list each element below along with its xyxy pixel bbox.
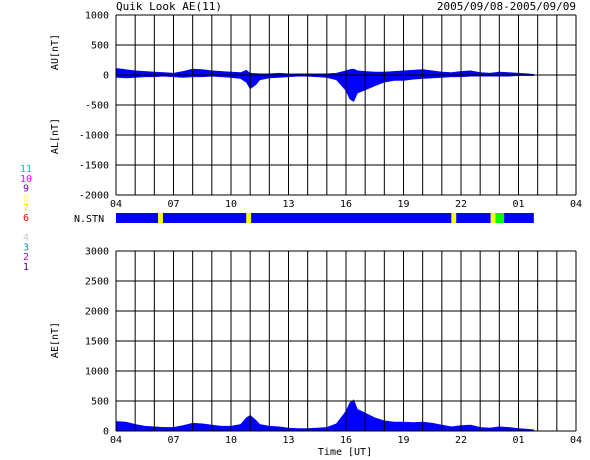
- legend-label-11: 11: [20, 164, 32, 175]
- y-tick-label: 1000: [85, 11, 109, 22]
- series-area-1: [115, 68, 535, 76]
- y-tick-label: 0: [103, 427, 109, 438]
- x-tick-label: 07: [167, 199, 179, 210]
- x-tick-label: 10: [225, 435, 237, 446]
- x-tick-label: 16: [340, 435, 352, 446]
- station-bar-segments: [116, 213, 534, 223]
- legend-label-1: 1: [23, 262, 29, 273]
- ae-series: [115, 399, 535, 432]
- al-axis-label: AL[nT]: [50, 118, 61, 154]
- x-tick-label: 04: [570, 199, 582, 210]
- legend-label-4: 4: [23, 233, 29, 244]
- x-tick-label: 19: [397, 199, 409, 210]
- y-tick-label: 0: [103, 71, 109, 82]
- x-tick-label: 07: [167, 435, 179, 446]
- station-segment: [456, 213, 491, 223]
- legend-label-6: 6: [23, 213, 29, 224]
- au-al-series: [115, 68, 535, 102]
- x-tick-label: 22: [455, 435, 467, 446]
- legend-label-5: 5: [23, 223, 29, 234]
- y-tick-label: -2000: [79, 191, 109, 202]
- station-segment: [495, 213, 505, 223]
- station-bar: N.STN: [74, 213, 534, 225]
- date-range: 2005/09/08-2005/09/09: [437, 0, 576, 13]
- figure-title: Quik Look AE(11): [116, 0, 222, 13]
- legend-label-9: 9: [23, 184, 29, 195]
- station-bar-label: N.STN: [74, 214, 104, 225]
- legend-label-7: 7: [23, 203, 29, 214]
- station-segment: [116, 213, 159, 223]
- station-segment: [162, 213, 247, 223]
- y-tick-label: 500: [91, 41, 109, 52]
- station-segment: [158, 213, 163, 223]
- legend-label-10: 10: [20, 174, 32, 185]
- x-tick-label: 04: [570, 435, 582, 446]
- au-al-x-ticks: 04 07 10 13 16 19 22 01 04: [110, 199, 582, 210]
- station-segment: [246, 213, 252, 223]
- y-tick-label: 1000: [85, 367, 109, 378]
- au-al-panel: 1000 500 0 -500 -1000 -1500 -2000 04 07 10 13 16 19…: [50, 11, 582, 211]
- y-tick-label: 3000: [85, 247, 109, 258]
- ae-axis-label: AE[nT]: [50, 322, 61, 358]
- x-tick-label: 13: [282, 199, 294, 210]
- au-al-grid: [115, 14, 577, 196]
- y-tick-label: -1500: [79, 161, 109, 172]
- x-tick-label: 22: [455, 199, 467, 210]
- station-segment: [251, 213, 452, 223]
- au-axis-label: AU[nT]: [50, 34, 61, 70]
- x-tick-label: 10: [225, 199, 237, 210]
- x-tick-label: 16: [340, 199, 352, 210]
- ae-grid: [115, 250, 577, 432]
- y-tick-label: 2000: [85, 307, 109, 318]
- legend-label-8: 8: [23, 193, 29, 204]
- series-area-1: [115, 399, 535, 432]
- series-area-2: [115, 74, 535, 102]
- legend-label-2: 2: [23, 252, 29, 263]
- au-al-y-ticks: 1000 500 0 -500 -1000 -1500 -2000: [79, 11, 109, 202]
- ae-x-ticks: 04 07 10 13 16 19 22 01 04: [110, 435, 582, 446]
- x-tick-label: 19: [397, 435, 409, 446]
- x-tick-label: 13: [282, 435, 294, 446]
- x-tick-label: 01: [512, 435, 524, 446]
- legend-label-3: 3: [23, 242, 29, 253]
- station-segment: [504, 213, 534, 223]
- station-segment: [490, 213, 496, 223]
- ae-y-ticks: 3000 2500 2000 1500 1000 500 0: [85, 247, 109, 438]
- station-segment: [451, 213, 457, 223]
- x-tick-label: 01: [512, 199, 524, 210]
- y-tick-label: 1500: [85, 337, 109, 348]
- y-tick-label: 2500: [85, 277, 109, 288]
- x-tick-label: 04: [110, 435, 122, 446]
- y-tick-label: -1000: [79, 131, 109, 142]
- y-tick-label: 500: [91, 397, 109, 408]
- x-axis-label: Time [UT]: [318, 447, 372, 458]
- x-tick-label: 04: [110, 199, 122, 210]
- y-tick-label: -500: [85, 101, 109, 112]
